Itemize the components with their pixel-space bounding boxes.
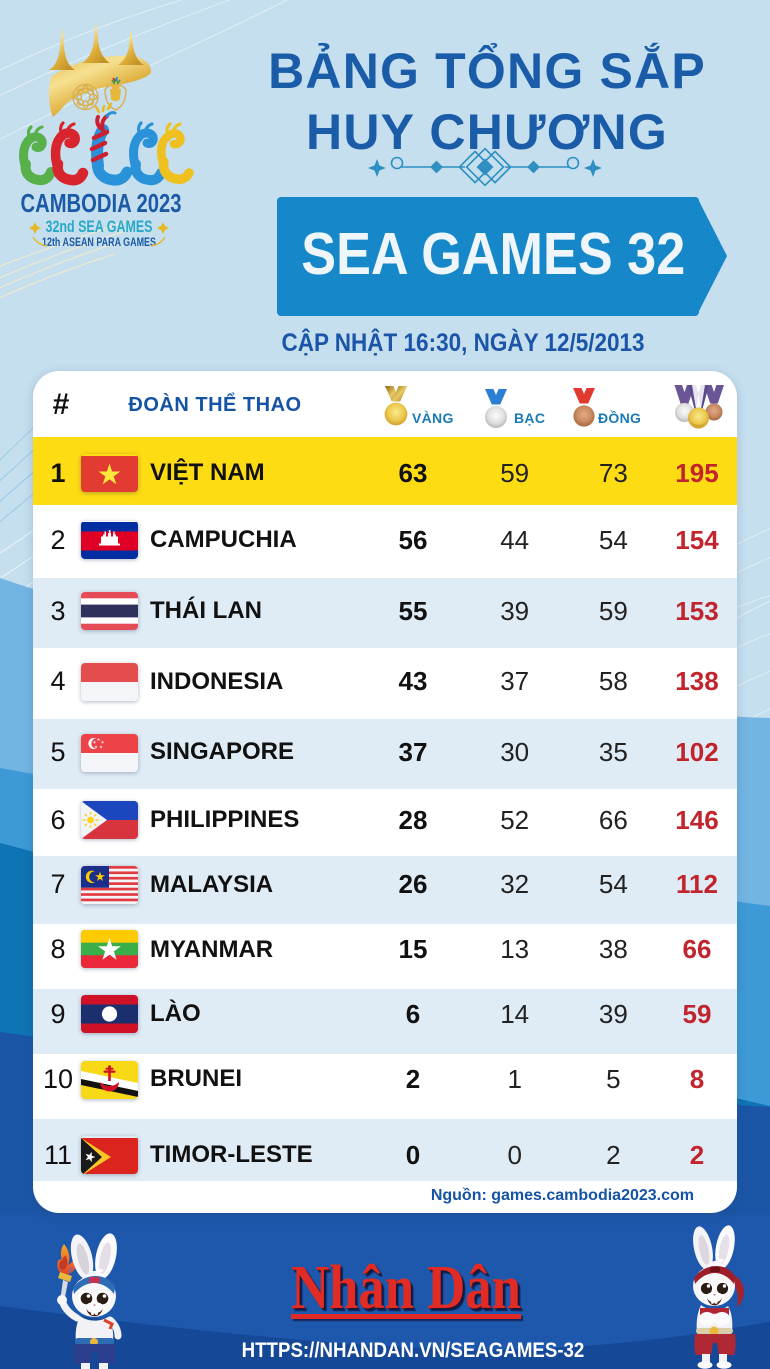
- svg-text:32nd SEA GAMES: 32nd SEA GAMES: [46, 218, 153, 236]
- svg-text:CAMBODIA 2023: CAMBODIA 2023: [21, 188, 182, 218]
- svg-text:12th ASEAN PARA GAMES: 12th ASEAN PARA GAMES: [42, 237, 156, 249]
